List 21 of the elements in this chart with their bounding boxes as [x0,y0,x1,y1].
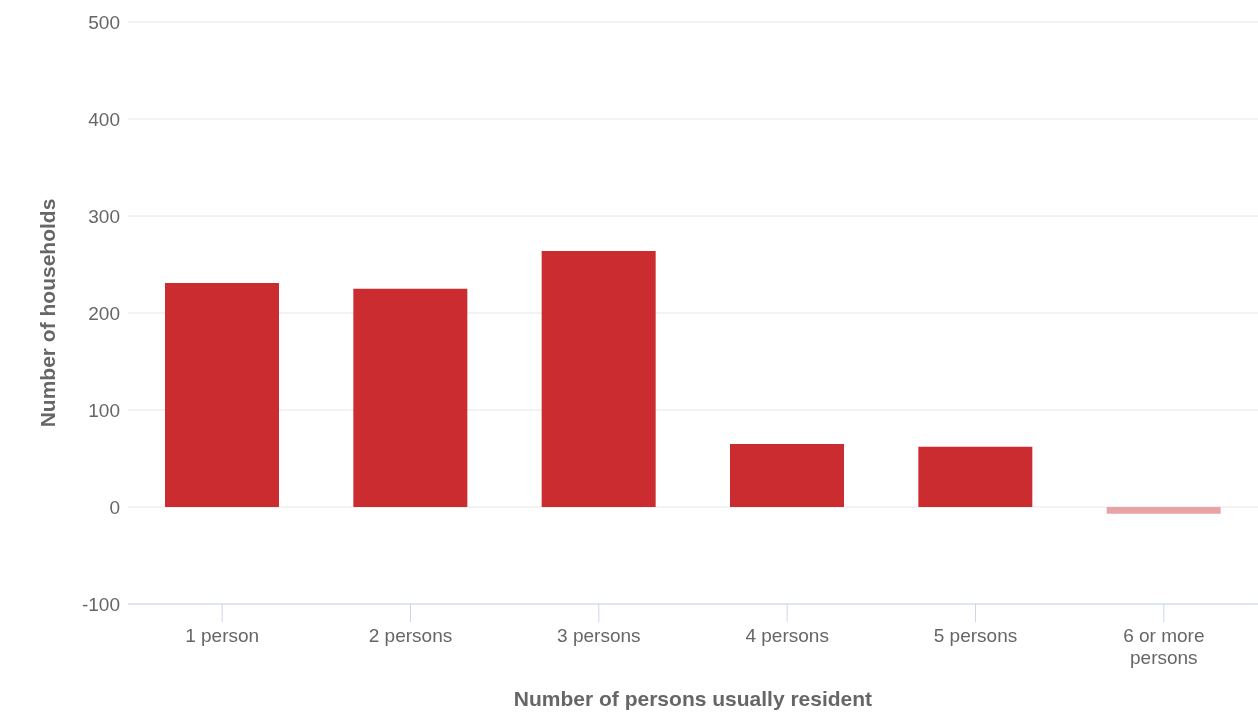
x-tick-label: 3 persons [557,625,641,646]
x-tick-label: 2 persons [368,625,453,646]
bar [541,250,656,507]
y-tick-label: 200 [88,302,120,324]
x-tick-label: 6 or more persons [1123,625,1205,668]
y-tick-label: 500 [88,11,120,33]
y-tick-label: 0 [109,496,120,518]
y-axis-title: Number of households [36,198,60,428]
bar [918,446,1033,507]
y-tick-label: 400 [88,108,120,130]
bar [165,282,279,507]
x-tick-label: 1 person [185,625,260,646]
bar [353,288,468,507]
x-tick-label: 5 persons [933,625,1018,646]
bar [730,443,844,507]
y-tick-label: 300 [88,205,120,227]
x-tick-label: 4 persons [745,625,829,646]
x-axis-title: Number of persons usually resident [513,687,873,710]
bar [1106,507,1221,514]
y-tick-label: -100 [81,593,120,615]
y-tick-label: 100 [88,399,120,421]
